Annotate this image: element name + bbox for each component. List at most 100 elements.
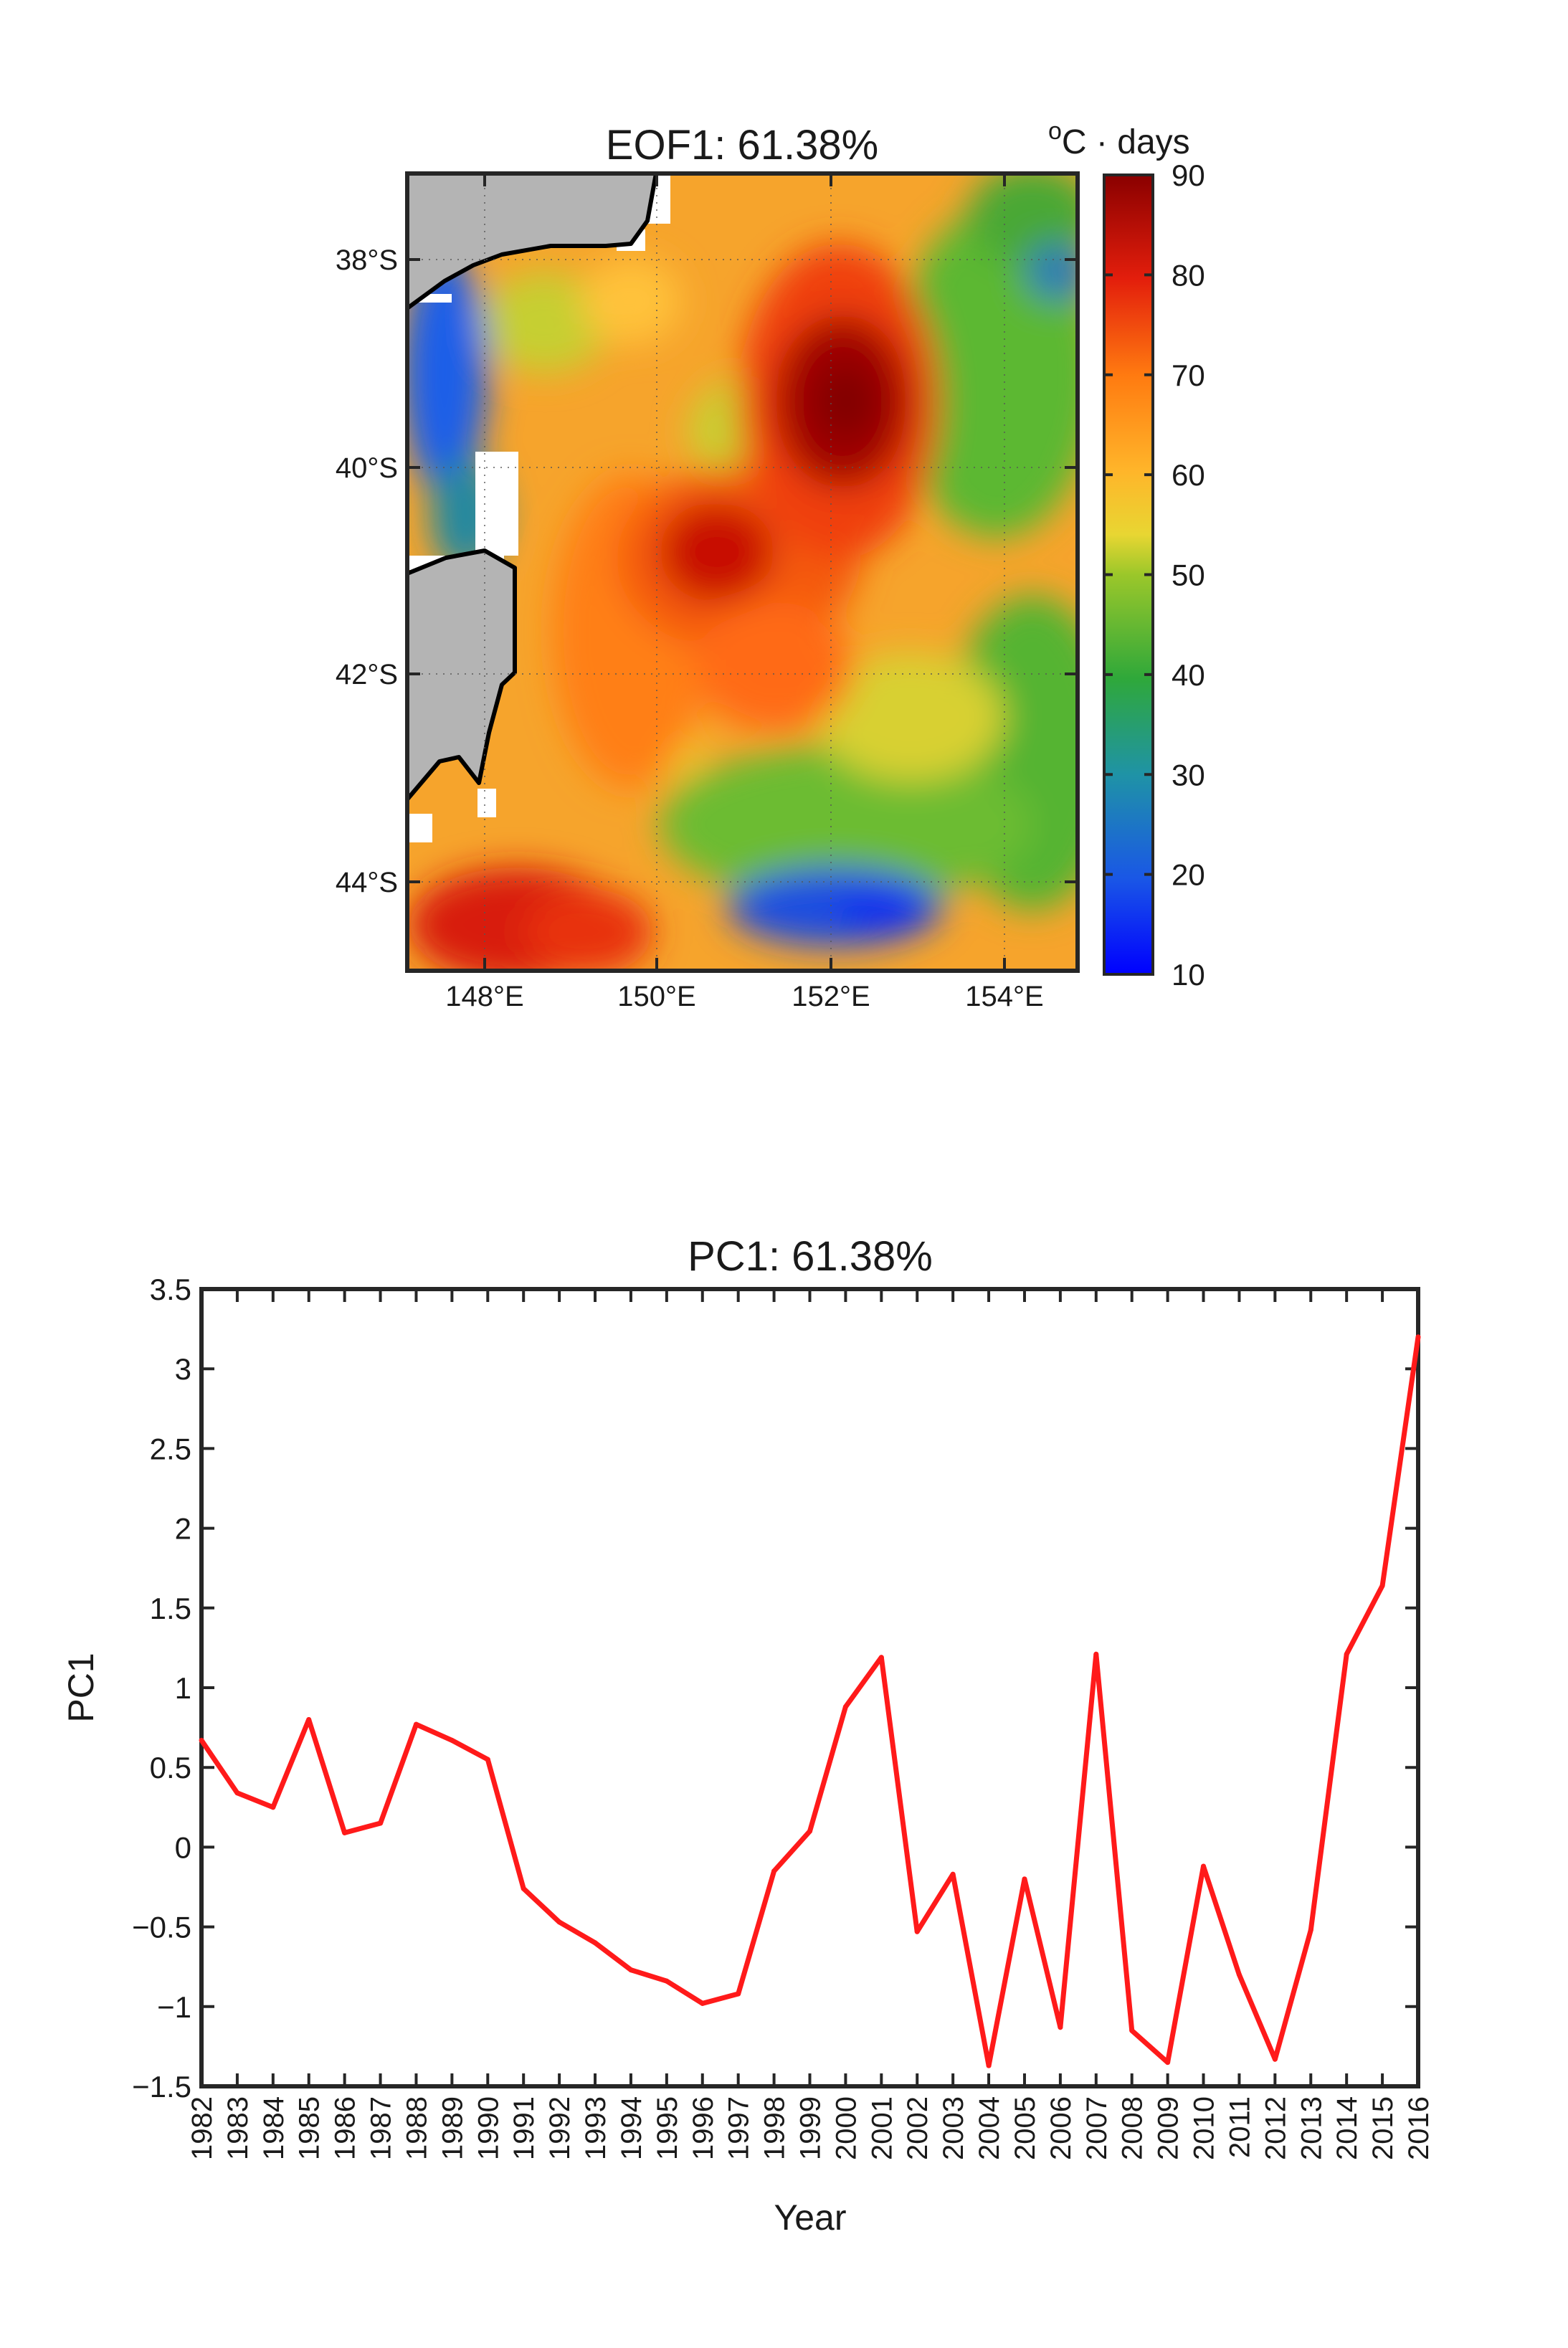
x-tick-label: 1985 [294, 2096, 326, 2160]
x-tick-label: 2011 [1224, 2096, 1255, 2158]
map-land [405, 171, 658, 802]
map-frame [405, 171, 1080, 973]
colorbar-tick-label: 20 [1172, 858, 1205, 892]
colorbar-tick-label: 40 [1172, 658, 1205, 692]
map-ticks [407, 174, 1078, 971]
y-tick-label: 2.5 [150, 1432, 191, 1465]
pc1-data-point [1344, 1651, 1349, 1657]
x-tick-label: 1989 [437, 2096, 468, 2160]
x-tick-label: 1998 [759, 2096, 791, 2160]
pc1-data-point [592, 1940, 598, 1946]
pc1-data-point [700, 2000, 705, 2006]
pc1-data-point [485, 1757, 490, 1762]
pc1-data-point [1236, 1972, 1242, 1977]
pc1-data-point [1272, 2056, 1278, 2062]
pc1-data-point [1415, 1334, 1421, 1340]
colorbar-tick-label: 70 [1172, 358, 1205, 392]
map-y-tick-label: 42°S [336, 659, 398, 690]
y-tick-label: 2 [175, 1512, 191, 1546]
colorbar-tick-label: 80 [1172, 258, 1205, 292]
pc1-data-point [556, 1919, 562, 1925]
pc1-data-point [986, 2063, 992, 2068]
x-tick-label: 2001 [866, 2096, 898, 2160]
x-tick-label: 1997 [723, 2096, 755, 2160]
pc1-data-point [413, 1721, 419, 1727]
x-tick-label: 2015 [1367, 2096, 1399, 2160]
x-tick-label: 1996 [688, 2096, 719, 2160]
x-tick-label: 2013 [1296, 2096, 1327, 2160]
colorbar-unit-superscript: o [1048, 118, 1062, 145]
pc1-data-point [914, 1929, 920, 1934]
y-tick-label: 0.5 [150, 1751, 191, 1784]
mainland-coast [405, 171, 658, 310]
x-tick-label: 1987 [366, 2096, 397, 2160]
colorbar-ticks: 90 80 70 60 50 40 30 20 10 [1104, 158, 1205, 992]
pc1-data-point [306, 1716, 312, 1722]
x-tick-label: 1990 [472, 2096, 504, 2160]
x-tick-label: 2004 [974, 2096, 1005, 2160]
pc1-data-point [736, 1991, 741, 1997]
y-tick-label: −1.5 [132, 2070, 191, 2104]
line-chart-y-axis: 3.5 3 2.5 2 1.5 1 0.5 0 −0.5 −1 −1.5 [132, 1273, 1418, 2104]
x-tick-label: 2014 [1331, 2096, 1363, 2160]
colorbar-tick-label: 10 [1172, 958, 1205, 992]
y-tick-label: −0.5 [132, 1911, 191, 1944]
tasmania-coast [405, 548, 517, 802]
colorbar-tick-label: 50 [1172, 559, 1205, 592]
pc1-data-point [1379, 1583, 1385, 1589]
colorbar-unit-text: C · days [1062, 123, 1190, 161]
x-tick-label: 1995 [652, 2096, 683, 2160]
x-tick-label: 1993 [580, 2096, 612, 2160]
colorbar-tick-label: 30 [1172, 758, 1205, 792]
pc1-data-point [1093, 1651, 1099, 1657]
map-x-tick-label: 154°E [965, 981, 1043, 1012]
x-tick-label: 1999 [795, 2096, 827, 2160]
x-tick-label: 2006 [1045, 2096, 1077, 2160]
pc1-data-point [521, 1886, 526, 1891]
x-tick-label: 2010 [1189, 2096, 1220, 2160]
map-x-tick-label: 148°E [445, 981, 523, 1012]
x-tick-label: 1982 [186, 2096, 218, 2160]
pc1-data-point [234, 1790, 240, 1796]
map-field [407, 174, 1078, 971]
y-tick-label: 1.5 [150, 1592, 191, 1625]
y-tick-label: 0 [175, 1830, 191, 1864]
pc1-data-point [628, 1967, 634, 1973]
y-tick-label: −1 [157, 1990, 191, 2024]
x-tick-label: 1994 [616, 2096, 647, 2160]
map-x-tick-label: 152°E [792, 981, 870, 1012]
x-tick-label: 1986 [330, 2096, 361, 2160]
colorbar: oC · days 90 80 70 60 50 40 30 20 10 [1048, 118, 1205, 992]
y-tick-label: 1 [175, 1671, 191, 1705]
pc1-data-point [1165, 2060, 1171, 2066]
colorbar-tick-label: 60 [1172, 458, 1205, 492]
pc1-data-point [1308, 1927, 1313, 1933]
pc1-data-point [342, 1830, 348, 1835]
line-chart-xlabel: Year [774, 2197, 846, 2238]
x-tick-label: 2016 [1403, 2096, 1435, 2160]
y-tick-label: 3 [175, 1352, 191, 1386]
map-y-tick-label: 44°S [336, 867, 398, 898]
map-y-tick-label: 40°S [336, 452, 398, 484]
pc1-data-point [270, 1805, 276, 1810]
x-tick-label: 1991 [508, 2096, 540, 2160]
pc1-data-point [878, 1655, 884, 1660]
pc1-data-point [664, 1978, 670, 1984]
map-y-tick-label: 38°S [336, 244, 398, 276]
map-title: EOF1: 61.38% [606, 122, 878, 168]
line-chart-title: PC1: 61.38% [688, 1233, 933, 1280]
pc1-data-point [1022, 1876, 1027, 1882]
x-tick-label: 2009 [1153, 2096, 1184, 2160]
x-tick-label: 1988 [401, 2096, 432, 2160]
pc1-data-point [842, 1704, 848, 1710]
colorbar-tick-label: 90 [1172, 158, 1205, 192]
line-chart-plot-area [199, 1287, 1420, 2088]
pc1-data-point [378, 1820, 384, 1826]
eof1-map-panel: EOF1: 61.38% [336, 118, 1205, 1012]
x-tick-label: 2008 [1117, 2096, 1149, 2160]
pc1-data-point [449, 1737, 455, 1743]
line-chart-x-axis: 1982 1983 1984 1985 1986 1987 1988 1989 1990 1991… [186, 1289, 1435, 2160]
pc1-data-point [1058, 2025, 1063, 2030]
x-tick-label: 1984 [258, 2096, 290, 2160]
pc1-data-point [1129, 2028, 1135, 2033]
